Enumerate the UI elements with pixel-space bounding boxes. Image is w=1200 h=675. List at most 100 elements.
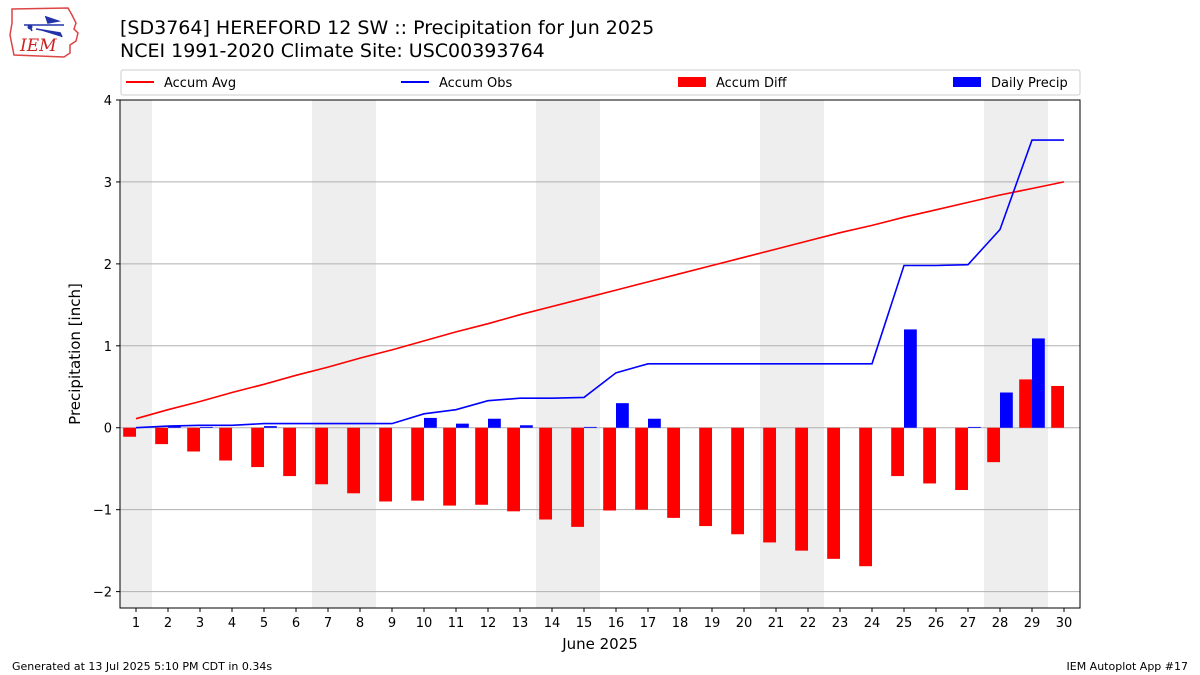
accum-diff-bar [155,427,168,445]
daily-precip-bar [616,403,629,428]
x-tick-label: 4 [228,616,236,631]
accum-diff-bar [1051,385,1064,428]
y-tick-label: 3 [104,176,112,191]
accum-diff-bar [667,427,680,518]
accum-diff-bar [571,427,584,527]
x-tick-label: 25 [896,616,913,631]
legend-accum-diff-label: Accum Diff [716,76,788,91]
daily-precip-bar [488,418,501,428]
accum-diff-bar [443,427,456,506]
x-tick-label: 5 [260,616,268,631]
daily-precip-bar [1032,338,1045,428]
x-tick-label: 30 [1056,616,1073,631]
accum-diff-bar [283,427,296,477]
accum-diff-bar [827,427,840,559]
accum-diff-bar [347,427,360,494]
accum-diff-bar [475,427,488,505]
accum-avg-line [135,181,1065,420]
x-tick-label: 17 [640,616,657,631]
logo-text: IEM [19,36,57,56]
x-tick-label: 10 [416,616,433,631]
x-tick-label: 2 [164,616,172,631]
x-tick-label: 22 [800,616,817,631]
weekend-shade [536,100,600,608]
accum-diff-bar [315,427,328,485]
x-tick-label: 12 [480,616,497,631]
x-tick-label: 16 [608,616,625,631]
legend-daily-precip-swatch [953,77,981,87]
legend-accum-diff-swatch [678,77,706,87]
daily-precip-bar [904,329,917,428]
bars [123,329,1064,567]
x-tick-label: 3 [196,616,204,631]
weather-vane-icon [24,15,64,38]
accum-diff-bar [187,427,200,452]
x-tick-label: 13 [512,616,529,631]
accum-diff-bar [379,427,392,502]
legend-box [120,69,1081,96]
x-tick-label: 9 [388,616,396,631]
x-tick-label: 19 [704,616,721,631]
daily-precip-bar [1000,392,1013,428]
accum-diff-bar [763,427,776,543]
legend-daily-precip-label: Daily Precip [991,76,1068,91]
daily-precip-bar [264,426,277,428]
daily-precip-bar [168,426,181,428]
accum-diff-bar [891,427,904,477]
legend: Accum Avg Accum Obs Accum Diff Daily Precip [120,69,1081,96]
legend-accum-obs-label: Accum Obs [439,76,512,91]
daily-precip-bar [968,426,981,428]
x-tick-label: 15 [576,616,593,631]
x-tick-label: 29 [1024,616,1041,631]
x-tick-label: 23 [832,616,849,631]
x-axis-label: June 2025 [561,635,638,653]
legend-accum-diff: Accum Diff [678,76,788,91]
legend-accum-obs: Accum Obs [401,76,512,91]
x-tick-label: 28 [992,616,1009,631]
generated-timestamp: Generated at 13 Jul 2025 5:10 PM CDT in … [12,660,273,673]
iem-logo: IEM [9,7,79,58]
accum-diff-bar [1019,379,1032,428]
accum-diff-bar [507,427,520,512]
y-tick-label: 0 [104,422,112,437]
x-tick-label: 14 [544,616,561,631]
x-tick-label: 11 [448,616,465,631]
accum-diff-bar [731,427,744,535]
legend-daily-precip: Daily Precip [953,76,1068,91]
legend-accum-avg-label: Accum Avg [164,76,236,91]
x-tick-label: 24 [864,616,881,631]
daily-precip-bar [584,426,597,428]
accum-diff-bar [603,427,616,511]
accum-diff-bar [955,427,968,491]
accum-diff-bar [923,427,936,484]
accum-diff-bar [251,427,264,468]
x-tick-label: 1 [132,616,140,631]
accum-diff-bar [795,427,808,551]
plot-frame [119,99,1081,609]
x-tick-label: 6 [292,616,300,631]
accum-diff-bar [635,427,648,510]
daily-precip-bar [520,425,533,428]
accum-diff-bar [123,427,136,437]
y-tick-label: 4 [104,94,112,109]
weekend-shading [120,100,1048,608]
grid-lines [120,181,1080,593]
chart-subtitle: NCEI 1991-2020 Climate Site: USC00393764 [120,40,545,62]
weekend-shade [120,100,152,608]
x-tick-label: 27 [960,616,977,631]
accum-diff-bar [539,427,552,520]
x-tick-label: 20 [736,616,753,631]
accum-diff-bar [411,427,424,501]
x-tick-label: 18 [672,616,689,631]
x-tick-label: 21 [768,616,785,631]
y-tick-label: −1 [93,504,112,519]
daily-precip-bar [424,417,437,428]
chart-title: [SD3764] HEREFORD 12 SW :: Precipitation… [120,17,655,39]
y-axis-label: Precipitation [inch] [66,283,84,425]
legend-accum-avg: Accum Avg [126,76,236,91]
x-tick-label: 8 [356,616,364,631]
x-tick-label: 7 [324,616,332,631]
x-tick-label: 26 [928,616,945,631]
